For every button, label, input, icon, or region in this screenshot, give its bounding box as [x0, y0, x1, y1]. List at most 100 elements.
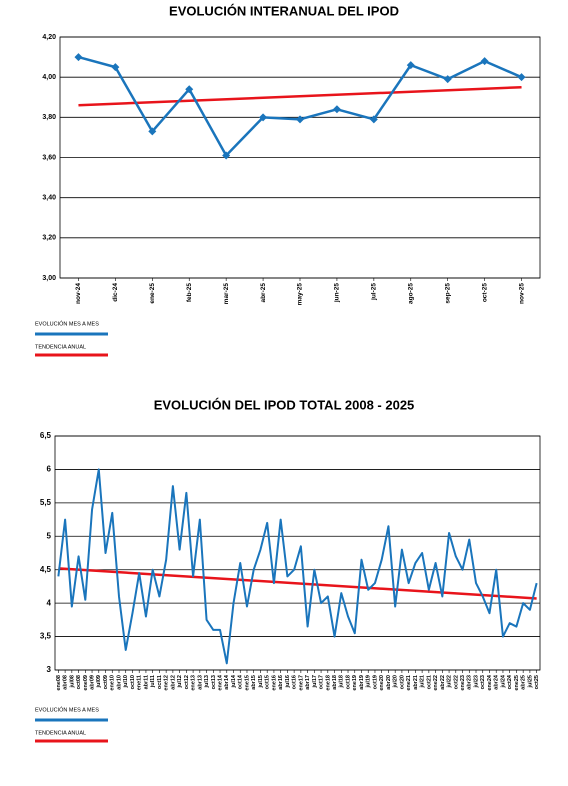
x-tick-label: nov-25	[518, 283, 525, 304]
x-tick-label: ene11	[137, 675, 143, 690]
x-tick-label: ene17	[298, 675, 304, 691]
x-tick-label: dic-24	[112, 283, 119, 302]
x-tick-label: ene25	[514, 675, 520, 691]
point-marker	[332, 105, 341, 114]
y-tick-label: 4,20	[42, 34, 56, 41]
x-tick-label: ene14	[217, 674, 223, 691]
y-tick-label: 6,5	[40, 431, 52, 440]
x-tick-label: jul19	[366, 675, 372, 689]
x-tick-label: abr25	[521, 675, 527, 690]
y-tick-label: 4,5	[40, 565, 52, 574]
point-marker	[369, 115, 378, 124]
x-tick-label: oct23	[480, 675, 486, 689]
y-tick-label: 3	[47, 665, 52, 674]
x-tick-label: jul23	[473, 675, 479, 689]
x-tick-label: oct09	[103, 675, 109, 689]
x-tick-label: abr22	[440, 675, 446, 690]
y-tick-label: 3,5	[40, 632, 52, 641]
x-tick-label: ene19	[352, 675, 358, 691]
x-tick-label: oct17	[319, 675, 325, 689]
x-tick-label: ene08	[56, 675, 62, 691]
x-tick-label: abr09	[90, 675, 96, 690]
x-tick-label: jul08	[69, 675, 75, 689]
plot-border	[54, 435, 541, 671]
x-tick-label: abr21	[413, 675, 419, 690]
x-tick-label: jul16	[285, 675, 291, 689]
x-tick-label: ene09	[83, 675, 89, 691]
series-line	[78, 55, 523, 157]
x-tick-label: oct24	[507, 674, 513, 689]
y-tick-label: 3,40	[42, 195, 56, 202]
y-tick-label: 4	[47, 598, 52, 607]
y-tick-label: 3,20	[42, 235, 56, 242]
x-tick-label: abr13	[197, 675, 203, 690]
point-marker	[222, 151, 231, 160]
x-tick-label: ene15	[244, 675, 250, 691]
x-tick-label: ene16	[271, 675, 277, 691]
x-tick-label: ene23	[460, 675, 466, 691]
point-marker	[111, 63, 120, 72]
x-tick-label: nov-24	[75, 283, 82, 304]
x-tick-label: oct22	[453, 675, 459, 689]
x-tick-label: jul21	[420, 675, 426, 689]
x-tick-label: abr24	[494, 674, 500, 690]
x-tick-label: sep-25	[444, 283, 451, 304]
y-tick-label: 6	[47, 465, 52, 474]
x-tick-label: abr11	[143, 675, 149, 689]
x-tick-label: jul13	[204, 675, 210, 689]
y-tick-label: 4,00	[42, 74, 56, 81]
x-tick-label: abr18	[332, 675, 338, 690]
x-tick-label: jul15	[258, 675, 264, 689]
x-tick-label: mar-25	[223, 283, 230, 305]
legend-label: TENDENCIA ANUAL	[35, 730, 86, 736]
x-tick-label: jul20	[393, 675, 399, 689]
point-marker	[185, 85, 194, 94]
x-tick-label: oct10	[130, 675, 136, 689]
x-tick-label: abr17	[305, 675, 311, 690]
x-tick-label: jul11	[150, 675, 156, 688]
x-tick-label: abr12	[170, 675, 176, 690]
x-tick-label: oct12	[184, 675, 190, 689]
x-tick-label: ene20	[379, 675, 385, 691]
x-tick-label: ene24	[487, 674, 493, 691]
x-tick-label: abr14	[224, 674, 230, 690]
x-tick-label: oct13	[211, 675, 217, 689]
x-tick-label: oct18	[345, 675, 351, 689]
x-tick-label: jul09	[96, 675, 102, 689]
x-tick-label: jul-25	[371, 283, 378, 301]
x-tick-label: jul24	[500, 674, 506, 688]
x-tick-label: abr16	[278, 675, 284, 690]
point-marker	[480, 57, 489, 66]
x-tick-label: ene21	[406, 675, 412, 691]
chart-title: EVOLUCIÓN INTERANUAL DEL IPOD	[169, 3, 399, 18]
point-marker	[74, 53, 83, 62]
point-marker	[148, 127, 157, 136]
x-tick-label: jul25	[527, 675, 533, 689]
x-tick-label: feb-25	[186, 283, 193, 303]
y-tick-label: 3,60	[42, 154, 56, 161]
x-tick-label: jul17	[312, 675, 318, 689]
x-tick-label: oct-25	[481, 283, 488, 303]
point-marker	[517, 73, 526, 82]
x-tick-label: ene10	[110, 675, 116, 691]
x-tick-label: abr20	[386, 675, 392, 690]
y-tick-label: 3,80	[42, 114, 56, 121]
x-tick-label: oct25	[534, 675, 540, 689]
y-tick-label: 3,00	[42, 275, 56, 282]
x-tick-label: jul10	[123, 675, 129, 689]
x-tick-label: oct16	[292, 675, 298, 689]
x-tick-label: abr19	[359, 675, 365, 690]
y-tick-label: 5,5	[40, 498, 52, 507]
y-tick-label: 5	[47, 531, 52, 540]
trend-line	[78, 85, 522, 107]
chart-title: EVOLUCIÓN DEL IPOD TOTAL 2008 - 2025	[154, 397, 415, 412]
x-tick-label: oct14	[238, 674, 244, 689]
x-tick-label: oct21	[426, 675, 432, 689]
x-tick-label: abr23	[467, 675, 473, 690]
x-tick-label: jul12	[177, 675, 183, 689]
x-tick-label: jul18	[339, 675, 345, 689]
x-tick-label: may-25	[297, 283, 304, 306]
point-marker	[406, 61, 415, 70]
x-tick-label: ene13	[191, 675, 197, 691]
x-tick-label: oct15	[265, 675, 271, 689]
